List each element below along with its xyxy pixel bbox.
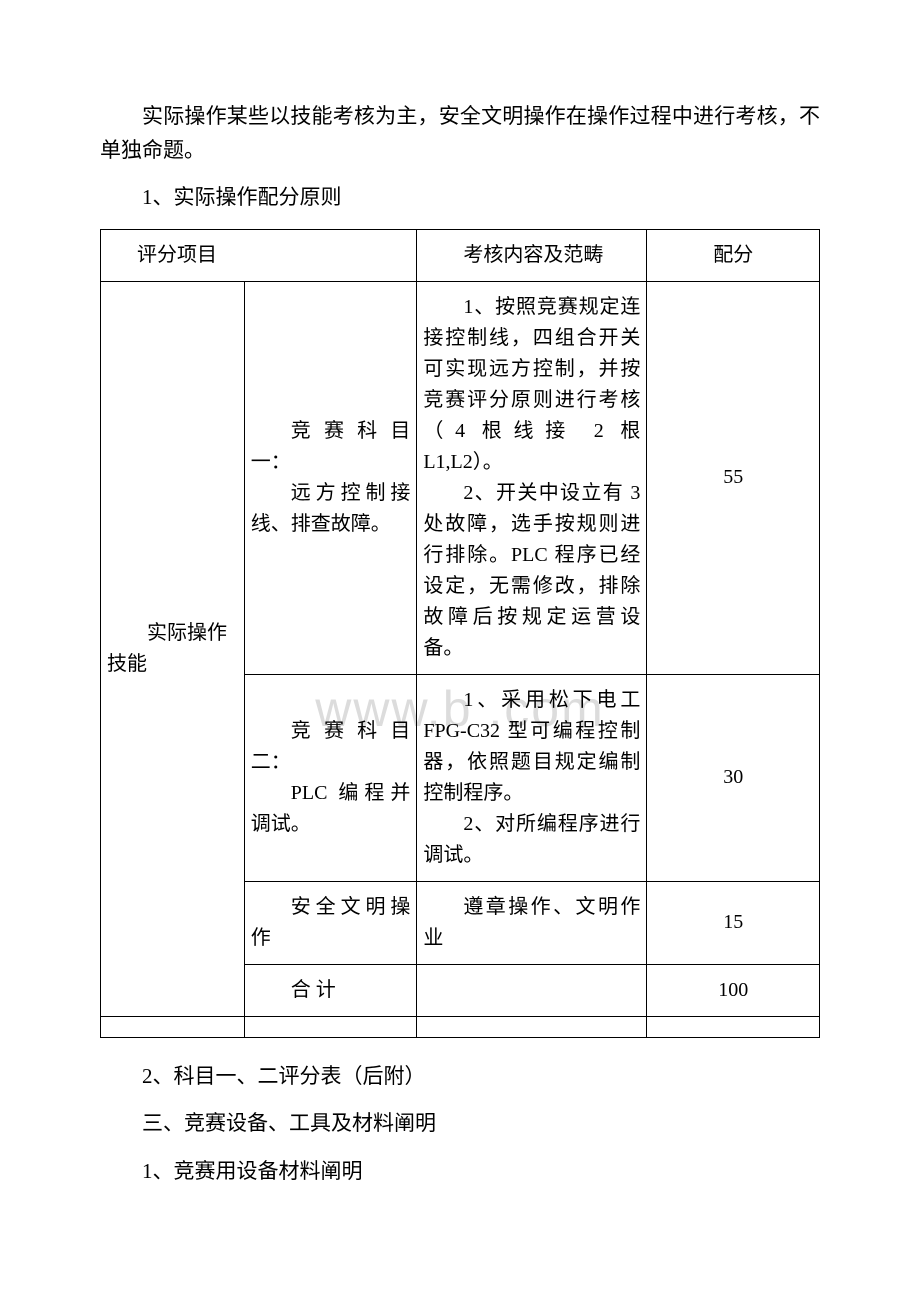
score-cell-2: 30 <box>647 674 820 881</box>
desc-cell-2: 1、采用松下电工 FPG-C32 型可编程控制器，依照题目规定编制控制程序。 2… <box>417 674 647 881</box>
intro-paragraph: 实际操作某些以技能考核为主，安全文明操作在操作过程中进行考核，不单独命题。 <box>100 100 820 167</box>
header-col-content: 考核内容及范畴 <box>417 229 647 281</box>
section-heading-1: 1、实际操作配分原则 <box>100 181 820 215</box>
score-cell-total: 100 <box>647 964 820 1016</box>
after-para-1: 2、科目一、二评分表（后附） <box>100 1060 820 1094</box>
header-col-item: 评分项目 <box>101 229 417 281</box>
page-content: 实际操作某些以技能考核为主，安全文明操作在操作过程中进行考核，不单独命题。 1、… <box>100 100 820 1189</box>
subject-cell-2: 竞赛科目二： PLC 编程并调试。 <box>244 674 417 881</box>
empty-cell <box>101 1016 245 1037</box>
table-row: 实际操作技能 竞赛科目一： 远方控制接线、排查故障。 1、按照竞赛规定连接控制线… <box>101 281 820 674</box>
after-para-3: 1、竞赛用设备材料阐明 <box>100 1155 820 1189</box>
table-header-row: 评分项目 考核内容及范畴 配分 <box>101 229 820 281</box>
subject-cell-1: 竞赛科目一： 远方控制接线、排查故障。 <box>244 281 417 674</box>
category-cell: 实际操作技能 <box>101 281 245 1016</box>
score-cell-3: 15 <box>647 881 820 964</box>
desc-cell-3: 遵章操作、文明作业 <box>417 881 647 964</box>
score-cell-1: 55 <box>647 281 820 674</box>
table-row-empty <box>101 1016 820 1037</box>
desc-cell-1: 1、按照竞赛规定连接控制线，四组合开关可实现远方控制，并按竞赛评分原则进行考核（… <box>417 281 647 674</box>
subject-cell-total: 合 计 <box>244 964 417 1016</box>
scoring-table: 评分项目 考核内容及范畴 配分 实际操作技能 竞赛科目一： 远方控制接线、排查故… <box>100 229 820 1038</box>
header-col-score: 配分 <box>647 229 820 281</box>
empty-cell <box>647 1016 820 1037</box>
empty-cell <box>244 1016 417 1037</box>
after-para-2: 三、竞赛设备、工具及材料阐明 <box>100 1107 820 1141</box>
subject-cell-3: 安全文明操作 <box>244 881 417 964</box>
empty-cell <box>417 1016 647 1037</box>
desc-cell-total <box>417 964 647 1016</box>
